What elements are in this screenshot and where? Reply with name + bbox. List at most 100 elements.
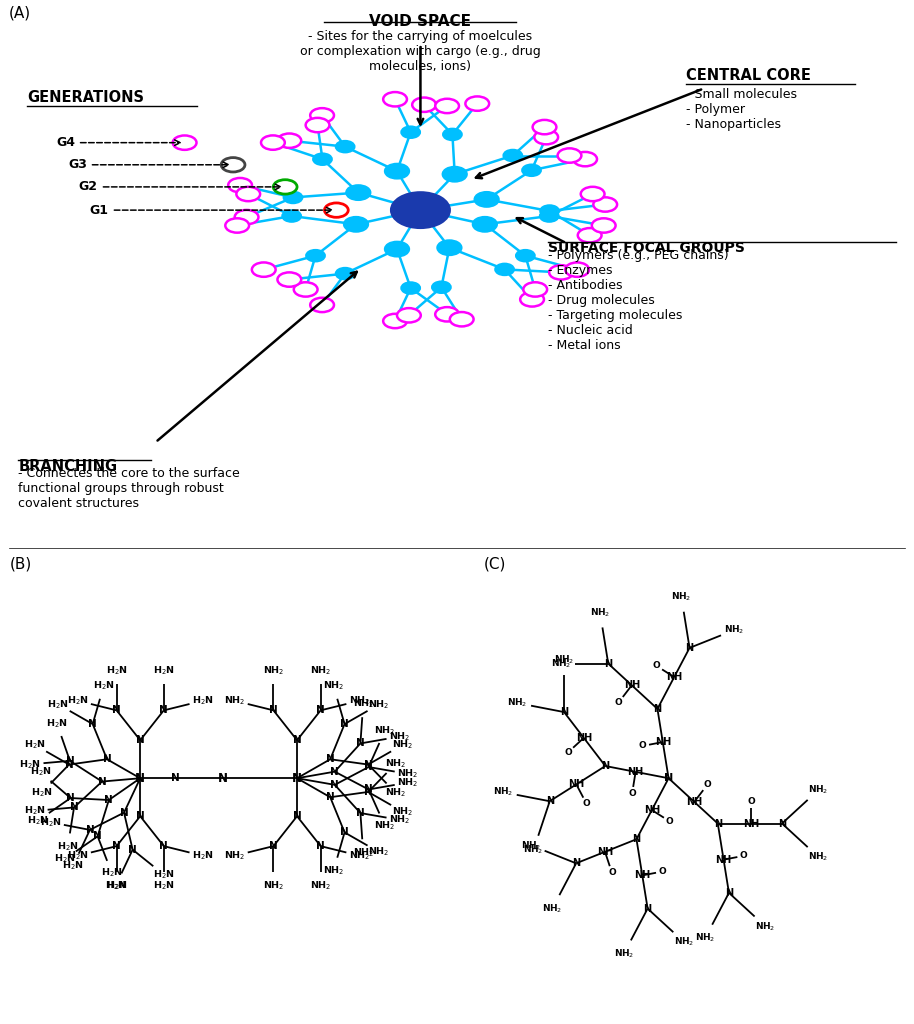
Text: G1: G1	[90, 204, 109, 217]
Circle shape	[336, 268, 355, 280]
Text: O: O	[704, 780, 711, 790]
Circle shape	[385, 164, 409, 178]
Text: N: N	[326, 793, 335, 802]
Text: N: N	[69, 803, 79, 812]
Text: - Sites for the carrying of moelcules
or complexation with cargo (e.g., drug
mol: - Sites for the carrying of moelcules or…	[300, 31, 541, 74]
Text: NH$_2$: NH$_2$	[695, 932, 716, 944]
Text: H$_2$N: H$_2$N	[54, 853, 76, 865]
Text: O: O	[582, 800, 590, 808]
Text: NH$_2$: NH$_2$	[323, 680, 345, 692]
Text: H$_2$N: H$_2$N	[19, 758, 41, 770]
Circle shape	[336, 141, 355, 153]
Circle shape	[443, 129, 462, 140]
Text: NH$_2$: NH$_2$	[808, 783, 828, 797]
Text: N: N	[330, 780, 339, 790]
Circle shape	[549, 265, 573, 280]
Text: H$_2$N: H$_2$N	[153, 665, 175, 677]
Text: N: N	[601, 761, 610, 771]
Text: NH$_2$: NH$_2$	[385, 786, 407, 799]
Text: G3: G3	[68, 159, 87, 171]
Text: N: N	[356, 808, 365, 818]
Text: N: N	[714, 818, 722, 828]
Text: N: N	[135, 772, 145, 784]
Text: (C): (C)	[484, 557, 506, 571]
Text: H$_2$N: H$_2$N	[30, 766, 51, 778]
Text: O: O	[748, 797, 755, 806]
Text: N: N	[66, 793, 75, 803]
Circle shape	[504, 150, 522, 161]
Text: N: N	[340, 827, 349, 838]
Text: N: N	[269, 841, 278, 851]
Text: N: N	[93, 831, 102, 842]
Text: NH$_2$: NH$_2$	[493, 786, 513, 799]
Text: NH: NH	[634, 870, 651, 881]
Text: H$_2$N: H$_2$N	[62, 859, 84, 871]
Text: N: N	[604, 658, 612, 669]
Text: H$_2$N: H$_2$N	[106, 880, 127, 892]
Text: NH: NH	[686, 797, 702, 807]
Text: N: N	[86, 825, 94, 835]
Text: NH$_2$: NH$_2$	[353, 846, 374, 859]
Text: NH: NH	[623, 680, 640, 690]
Text: - Connectes the core to the surface
functional groups through robust
covalent st: - Connectes the core to the surface func…	[18, 467, 240, 510]
Text: H$_2$N: H$_2$N	[31, 786, 52, 799]
Text: N: N	[159, 841, 168, 851]
Text: O: O	[665, 817, 674, 825]
Text: N: N	[136, 735, 144, 745]
Circle shape	[401, 283, 420, 294]
Text: N: N	[218, 772, 228, 784]
Text: N: N	[159, 706, 168, 716]
Circle shape	[578, 228, 601, 243]
Text: H$_2$N: H$_2$N	[46, 718, 68, 730]
Text: NH: NH	[666, 672, 683, 682]
Text: NH$_2$: NH$_2$	[398, 776, 419, 788]
Text: H$_2$N: H$_2$N	[57, 840, 79, 853]
Text: NH$_2$: NH$_2$	[368, 698, 389, 711]
Text: NH$_2$: NH$_2$	[392, 806, 413, 818]
Circle shape	[346, 185, 370, 200]
Text: H$_2$N: H$_2$N	[24, 805, 45, 817]
Text: NH$_2$: NH$_2$	[724, 624, 744, 636]
Text: H$_2$N: H$_2$N	[27, 814, 48, 827]
Text: NH$_2$: NH$_2$	[348, 694, 370, 707]
Text: - Small molecules
- Polymer
- Nanoparticles: - Small molecules - Polymer - Nanopartic…	[686, 88, 796, 131]
Text: N: N	[664, 773, 674, 783]
Text: H$_2$N: H$_2$N	[93, 680, 114, 692]
Text: G4: G4	[56, 136, 75, 150]
Text: N: N	[292, 811, 302, 821]
Text: H$_2$N: H$_2$N	[40, 816, 61, 828]
Circle shape	[383, 313, 407, 328]
Text: (A): (A)	[9, 5, 31, 20]
Circle shape	[397, 308, 420, 323]
Circle shape	[401, 127, 420, 138]
Text: N: N	[112, 841, 121, 851]
Text: NH$_2$: NH$_2$	[263, 880, 284, 892]
Circle shape	[314, 154, 332, 165]
Text: N: N	[686, 643, 694, 653]
Text: N: N	[65, 760, 73, 770]
Text: O: O	[615, 698, 622, 707]
Text: H$_2$N: H$_2$N	[192, 694, 213, 707]
Text: - Polymers (e.g., PEG chains)
- Enzymes
- Antibodies
- Drug molecules
- Targetin: - Polymers (e.g., PEG chains) - Enzymes …	[548, 249, 729, 352]
Text: O: O	[658, 867, 666, 876]
Text: NH: NH	[643, 805, 660, 815]
Text: N: N	[171, 773, 180, 783]
Text: N: N	[725, 888, 733, 898]
Text: NH$_2$: NH$_2$	[368, 846, 389, 858]
Circle shape	[261, 135, 285, 150]
Text: H$_2$N: H$_2$N	[153, 868, 175, 881]
Circle shape	[450, 312, 473, 327]
Text: O: O	[639, 741, 646, 751]
Text: NH$_2$: NH$_2$	[613, 947, 634, 959]
Circle shape	[573, 152, 597, 166]
Text: NH$_2$: NH$_2$	[755, 920, 775, 933]
Text: N: N	[632, 835, 641, 844]
Circle shape	[345, 217, 368, 231]
Circle shape	[540, 211, 558, 221]
Circle shape	[278, 133, 302, 147]
Circle shape	[435, 98, 459, 113]
Text: NH$_2$: NH$_2$	[323, 864, 345, 877]
Text: SURFACE FOCAL GROUPS: SURFACE FOCAL GROUPS	[548, 241, 745, 255]
Circle shape	[383, 92, 407, 106]
Text: N: N	[136, 811, 144, 821]
